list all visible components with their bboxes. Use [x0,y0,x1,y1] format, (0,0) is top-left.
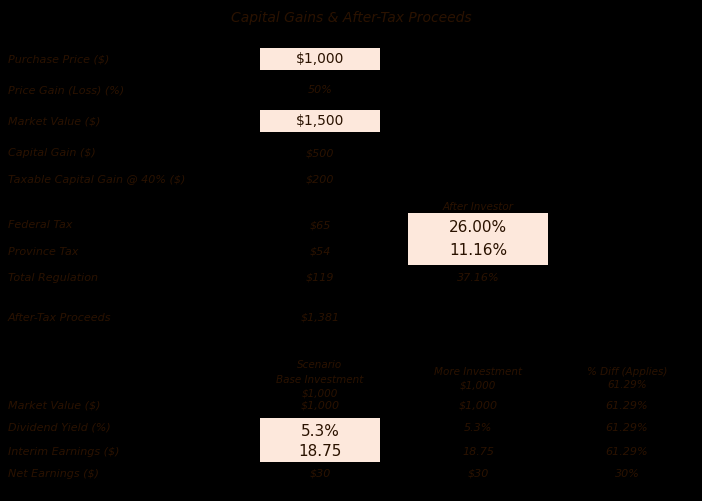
Text: Market Value ($): Market Value ($) [8,401,100,411]
Text: 61.29%: 61.29% [606,401,649,411]
Text: $1,381: $1,381 [300,313,340,323]
Text: $1,000: $1,000 [302,388,338,398]
Text: 5.3%: 5.3% [300,423,340,438]
Bar [260,418,380,462]
Text: 37.16%: 37.16% [457,273,499,283]
Text: 18.75: 18.75 [298,443,342,458]
Text: Purchase Price ($): Purchase Price ($) [8,54,110,64]
Text: $500: $500 [306,148,334,158]
Text: Dividend Yield (%): Dividend Yield (%) [8,423,111,433]
Text: $30: $30 [468,469,489,479]
Text: $65: $65 [310,220,331,230]
Text: $1,000: $1,000 [458,401,498,411]
Text: Taxable Capital Gain @ 40% ($): Taxable Capital Gain @ 40% ($) [8,175,185,185]
Bar [260,48,380,70]
Text: Scenario: Scenario [298,360,343,370]
Text: After-Tax Proceeds: After-Tax Proceeds [8,313,112,323]
Text: Capital Gain ($): Capital Gain ($) [8,148,95,158]
Text: Capital Gains & After-Tax Proceeds: Capital Gains & After-Tax Proceeds [231,11,471,25]
Text: 61.29%: 61.29% [607,380,647,390]
Text: Federal Tax: Federal Tax [8,220,72,230]
Text: More Investment: More Investment [434,367,522,377]
Text: After Investor: After Investor [442,202,513,212]
Text: 5.3%: 5.3% [464,423,492,433]
Text: Base Investment: Base Investment [277,375,364,385]
Text: Province Tax: Province Tax [8,247,79,257]
Text: 11.16%: 11.16% [449,242,507,258]
Text: 18.75: 18.75 [462,447,494,457]
Text: 61.29%: 61.29% [606,423,649,433]
Text: % Diff (Applies): % Diff (Applies) [587,367,667,377]
Text: Market Value ($): Market Value ($) [8,116,100,126]
Text: $200: $200 [306,175,334,185]
Text: $30: $30 [310,469,331,479]
Text: Total Regulation: Total Regulation [8,273,98,283]
Text: 30%: 30% [614,469,640,479]
Text: $1,500: $1,500 [296,114,344,128]
Bar [408,213,548,265]
Text: Interim Earnings ($): Interim Earnings ($) [8,447,119,457]
Text: Price Gain (Loss) (%): Price Gain (Loss) (%) [8,85,124,95]
Text: 50%: 50% [307,85,333,95]
Text: $54: $54 [310,247,331,257]
Text: 26.00%: 26.00% [449,219,507,234]
Text: 61.29%: 61.29% [606,447,649,457]
Text: $1,000: $1,000 [300,401,340,411]
Text: $119: $119 [306,273,334,283]
Text: $1,000: $1,000 [296,52,344,66]
Text: $1,000: $1,000 [460,380,496,390]
Bar [260,110,380,132]
Text: Net Earnings ($): Net Earnings ($) [8,469,99,479]
